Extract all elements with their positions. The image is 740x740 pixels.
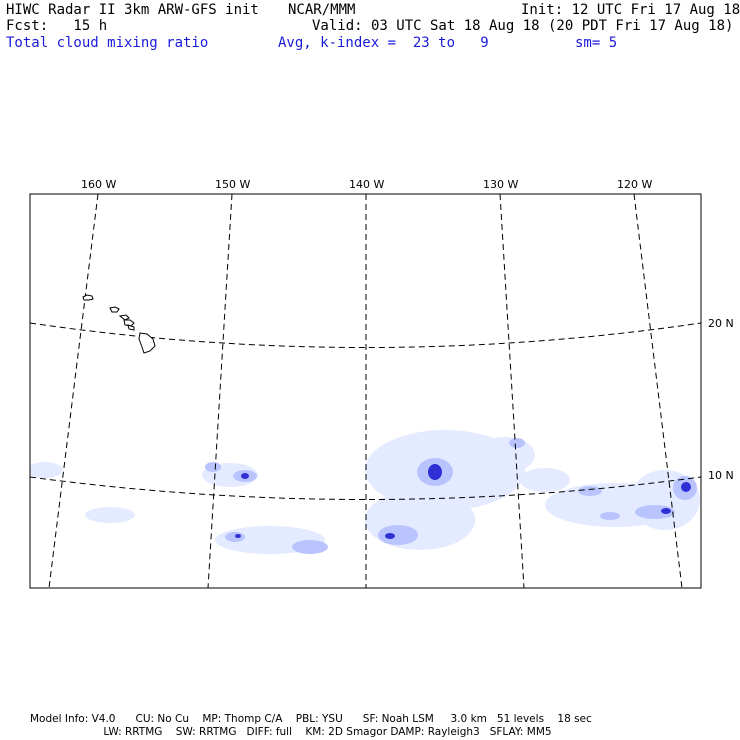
parallel-10n <box>29 476 702 500</box>
parallel-20n <box>29 322 702 348</box>
cloud-field <box>30 430 700 554</box>
meridian-120w <box>633 193 683 589</box>
model-info-line2: LW: RRTMG SW: RRTMG DIFF: full KM: 2D Sm… <box>30 726 552 738</box>
meridian-130w <box>499 193 525 589</box>
cloud-dense-areas <box>235 464 691 539</box>
lon-label-140w: 140 W <box>349 178 384 191</box>
field-name: Total cloud mixing ratio <box>6 35 209 51</box>
lon-label-120w: 120 W <box>617 178 652 191</box>
meridian-150w <box>207 193 233 589</box>
institution-label: NCAR/MMM <box>288 2 356 18</box>
forecast-hour: Fcst: 15 h <box>6 18 108 34</box>
graticule <box>29 193 702 589</box>
lon-label-160w: 160 W <box>81 178 116 191</box>
model-title: HIWC Radar II 3km ARW-GFS init <box>6 2 259 18</box>
smoothing-label: sm= 5 <box>575 35 618 51</box>
model-info-line1: Model Info: V4.0 CU: No Cu MP: Thomp C/A… <box>30 713 592 725</box>
lat-label-10n: 10 N <box>708 469 734 482</box>
lon-label-150w: 150 W <box>215 178 250 191</box>
map-frame <box>29 193 702 589</box>
hawaii-islands <box>82 294 156 354</box>
lon-label-130w: 130 W <box>483 178 518 191</box>
k-index-range: Avg, k-index = 23 to 9 <box>278 35 489 51</box>
lat-label-20n: 20 N <box>708 317 734 330</box>
valid-time: Valid: 03 UTC Sat 18 Aug 18 (20 PDT Fri … <box>312 18 734 34</box>
meridian-160w <box>48 193 99 589</box>
init-time: Init: 12 UTC Fri 17 Aug 18 <box>521 2 740 18</box>
